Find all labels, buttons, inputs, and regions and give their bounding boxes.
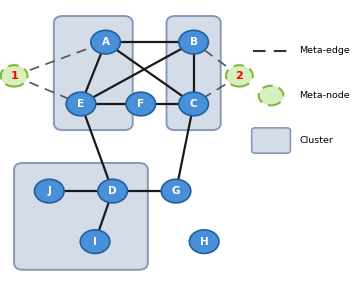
Circle shape bbox=[179, 92, 208, 116]
FancyBboxPatch shape bbox=[54, 16, 133, 130]
Text: Meta-edge: Meta-edge bbox=[299, 46, 350, 55]
Text: A: A bbox=[102, 37, 109, 47]
Text: E: E bbox=[77, 99, 84, 109]
FancyBboxPatch shape bbox=[14, 163, 148, 270]
Text: 1: 1 bbox=[10, 71, 18, 81]
Text: C: C bbox=[190, 99, 197, 109]
Text: F: F bbox=[137, 99, 144, 109]
Text: I: I bbox=[93, 237, 97, 247]
Circle shape bbox=[91, 30, 120, 54]
Circle shape bbox=[259, 86, 283, 105]
Text: Cluster: Cluster bbox=[299, 136, 333, 145]
Circle shape bbox=[98, 179, 127, 203]
Text: H: H bbox=[200, 237, 208, 247]
Circle shape bbox=[1, 65, 27, 87]
Text: G: G bbox=[172, 186, 180, 196]
Text: Meta-node: Meta-node bbox=[299, 91, 350, 100]
Circle shape bbox=[126, 92, 156, 116]
Text: 2: 2 bbox=[235, 71, 243, 81]
FancyBboxPatch shape bbox=[252, 128, 290, 153]
FancyBboxPatch shape bbox=[166, 16, 221, 130]
Circle shape bbox=[179, 30, 208, 54]
Circle shape bbox=[189, 230, 219, 253]
Circle shape bbox=[161, 179, 191, 203]
Text: J: J bbox=[47, 186, 51, 196]
Circle shape bbox=[66, 92, 96, 116]
Circle shape bbox=[226, 65, 253, 87]
Text: D: D bbox=[108, 186, 117, 196]
Text: B: B bbox=[190, 37, 197, 47]
Circle shape bbox=[80, 230, 110, 253]
Circle shape bbox=[34, 179, 64, 203]
